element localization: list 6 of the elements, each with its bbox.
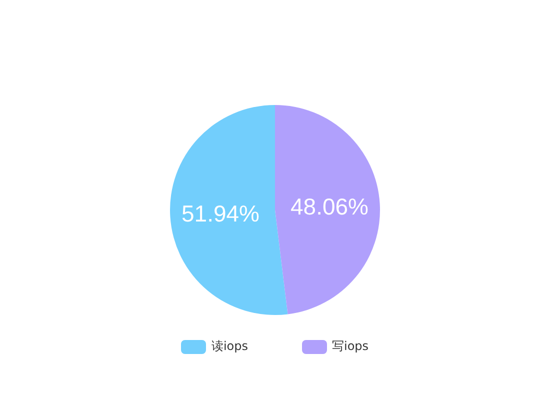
pie-slice [275, 105, 380, 314]
data-label: 48.06% [290, 194, 369, 220]
data-label: 51.94% [181, 200, 260, 226]
legend-label: 读iops [211, 338, 248, 355]
legend-label: 写iops [332, 338, 369, 355]
pie-slice [170, 105, 288, 315]
